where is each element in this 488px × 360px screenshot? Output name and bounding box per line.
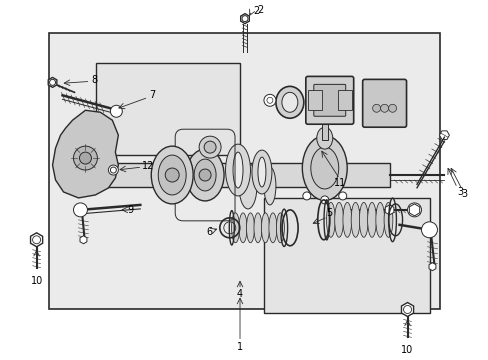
Ellipse shape bbox=[359, 202, 367, 237]
Ellipse shape bbox=[253, 213, 262, 243]
Ellipse shape bbox=[310, 147, 338, 189]
FancyBboxPatch shape bbox=[313, 84, 345, 116]
Ellipse shape bbox=[225, 144, 250, 196]
Ellipse shape bbox=[275, 86, 303, 118]
Text: 10: 10 bbox=[401, 345, 413, 355]
Text: 3: 3 bbox=[460, 189, 467, 199]
Circle shape bbox=[338, 192, 346, 200]
Bar bbox=[264, 198, 429, 313]
Text: 3: 3 bbox=[456, 187, 463, 197]
FancyBboxPatch shape bbox=[362, 80, 406, 127]
Bar bbox=[49, 33, 439, 309]
Ellipse shape bbox=[350, 202, 359, 237]
Circle shape bbox=[302, 192, 310, 200]
Circle shape bbox=[199, 169, 211, 181]
Ellipse shape bbox=[239, 213, 246, 243]
Text: 12: 12 bbox=[142, 161, 154, 171]
FancyBboxPatch shape bbox=[305, 76, 353, 124]
Ellipse shape bbox=[233, 152, 243, 188]
Circle shape bbox=[80, 152, 91, 164]
Circle shape bbox=[320, 196, 328, 204]
Bar bbox=[337, 90, 351, 110]
Circle shape bbox=[380, 104, 388, 112]
Ellipse shape bbox=[199, 136, 221, 158]
Ellipse shape bbox=[316, 127, 332, 149]
Ellipse shape bbox=[194, 159, 216, 191]
Circle shape bbox=[110, 105, 122, 117]
Ellipse shape bbox=[342, 202, 351, 237]
Ellipse shape bbox=[251, 150, 271, 194]
Ellipse shape bbox=[239, 163, 256, 209]
Text: 11: 11 bbox=[333, 178, 345, 188]
Circle shape bbox=[421, 222, 437, 238]
Circle shape bbox=[264, 94, 275, 106]
Text: 2: 2 bbox=[252, 6, 259, 15]
Ellipse shape bbox=[383, 202, 392, 237]
Ellipse shape bbox=[258, 157, 265, 187]
Ellipse shape bbox=[334, 202, 343, 237]
Bar bbox=[307, 90, 321, 110]
Ellipse shape bbox=[375, 202, 384, 237]
Bar bbox=[96, 63, 239, 155]
Polygon shape bbox=[52, 110, 118, 198]
Text: 10: 10 bbox=[30, 276, 42, 285]
Text: 1: 1 bbox=[237, 342, 243, 352]
Circle shape bbox=[372, 104, 380, 112]
Circle shape bbox=[388, 104, 396, 112]
Ellipse shape bbox=[276, 213, 284, 243]
Circle shape bbox=[407, 203, 421, 217]
Ellipse shape bbox=[158, 155, 186, 195]
Ellipse shape bbox=[203, 141, 216, 153]
Bar bbox=[321, 116, 327, 140]
Circle shape bbox=[73, 203, 87, 217]
Ellipse shape bbox=[367, 202, 376, 237]
Ellipse shape bbox=[326, 202, 335, 237]
Ellipse shape bbox=[268, 213, 276, 243]
Text: 5: 5 bbox=[326, 208, 332, 218]
Circle shape bbox=[108, 165, 118, 175]
Text: 9: 9 bbox=[127, 205, 133, 215]
Text: 7: 7 bbox=[149, 90, 155, 100]
Ellipse shape bbox=[281, 92, 297, 112]
Ellipse shape bbox=[302, 136, 346, 201]
Ellipse shape bbox=[246, 213, 254, 243]
Text: 2: 2 bbox=[256, 5, 263, 15]
Ellipse shape bbox=[261, 213, 269, 243]
Ellipse shape bbox=[231, 213, 239, 243]
Ellipse shape bbox=[264, 167, 275, 205]
Text: 8: 8 bbox=[91, 75, 97, 85]
Ellipse shape bbox=[186, 149, 224, 201]
Text: 6: 6 bbox=[205, 227, 212, 237]
Ellipse shape bbox=[151, 146, 193, 204]
Text: 4: 4 bbox=[237, 289, 243, 298]
Circle shape bbox=[165, 168, 179, 182]
Bar bbox=[100, 163, 389, 187]
Circle shape bbox=[73, 146, 97, 170]
